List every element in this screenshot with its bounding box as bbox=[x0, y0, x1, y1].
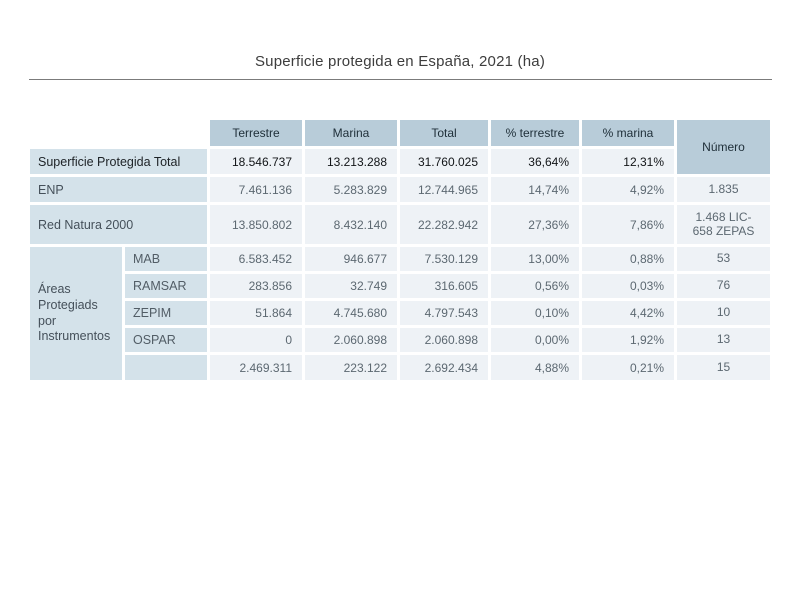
cell-total: 4.797.543 bbox=[400, 301, 488, 325]
cell-marina: 2.060.898 bbox=[305, 328, 397, 352]
column-header-marina: Marina bbox=[305, 120, 397, 146]
cell-marina: 8.432.140 bbox=[305, 205, 397, 244]
column-header-pct-terrestre: % terrestre bbox=[491, 120, 579, 146]
sub-label-ramsar: RAMSAR bbox=[125, 274, 207, 298]
column-header-pct-marina: % marina bbox=[582, 120, 674, 146]
cell-numero: 13 bbox=[677, 328, 770, 352]
column-header-numero: Número bbox=[677, 120, 770, 174]
cell-pct-terrestre: 14,74% bbox=[491, 177, 579, 202]
protected-area-table: Terrestre Marina Total % terrestre % mar… bbox=[30, 120, 770, 380]
cell-numero: 15 bbox=[677, 355, 770, 380]
cell-terrestre: 13.850.802 bbox=[210, 205, 302, 244]
column-header-total: Total bbox=[400, 120, 488, 146]
cell-pct-terrestre: 27,36% bbox=[491, 205, 579, 244]
page-title: Superficie protegida en España, 2021 (ha… bbox=[254, 53, 546, 70]
cell-total: 2.692.434 bbox=[400, 355, 488, 380]
cell-terrestre: 51.864 bbox=[210, 301, 302, 325]
cell-numero: 76 bbox=[677, 274, 770, 298]
cell-pct-terrestre: 36,64% bbox=[491, 149, 579, 174]
cell-marina: 4.745.680 bbox=[305, 301, 397, 325]
cell-pct-terrestre: 0,56% bbox=[491, 274, 579, 298]
cell-total: 316.605 bbox=[400, 274, 488, 298]
cell-numero: 1.468 LIC- 658 ZEPAS bbox=[677, 205, 770, 244]
cell-pct-marina: 0,88% bbox=[582, 247, 674, 271]
cell-marina: 946.677 bbox=[305, 247, 397, 271]
column-header-terrestre: Terrestre bbox=[210, 120, 302, 146]
cell-pct-terrestre: 0,10% bbox=[491, 301, 579, 325]
cell-total: 12.744.965 bbox=[400, 177, 488, 202]
cell-numero: 10 bbox=[677, 301, 770, 325]
sub-label-zepim: ZEPIM bbox=[125, 301, 207, 325]
cell-marina: 32.749 bbox=[305, 274, 397, 298]
cell-terrestre: 6.583.452 bbox=[210, 247, 302, 271]
cell-pct-terrestre: 4,88% bbox=[491, 355, 579, 380]
sub-label-blank bbox=[125, 355, 207, 380]
cell-pct-marina: 0,03% bbox=[582, 274, 674, 298]
cell-pct-marina: 12,31% bbox=[582, 149, 674, 174]
cell-numero: 1.835 bbox=[677, 177, 770, 202]
title-divider bbox=[29, 79, 772, 80]
cell-total: 22.282.942 bbox=[400, 205, 488, 244]
sub-label-mab: MAB bbox=[125, 247, 207, 271]
cell-total: 31.760.025 bbox=[400, 149, 488, 174]
cell-pct-marina: 1,92% bbox=[582, 328, 674, 352]
cell-pct-terrestre: 0,00% bbox=[491, 328, 579, 352]
cell-terrestre: 2.469.311 bbox=[210, 355, 302, 380]
cell-marina: 5.283.829 bbox=[305, 177, 397, 202]
cell-pct-marina: 0,21% bbox=[582, 355, 674, 380]
cell-pct-marina: 4,42% bbox=[582, 301, 674, 325]
cell-total: 7.530.129 bbox=[400, 247, 488, 271]
cell-terrestre: 18.546.737 bbox=[210, 149, 302, 174]
cell-marina: 13.213.288 bbox=[305, 149, 397, 174]
cell-terrestre: 283.856 bbox=[210, 274, 302, 298]
cell-marina: 223.122 bbox=[305, 355, 397, 380]
cell-terrestre: 0 bbox=[210, 328, 302, 352]
cell-pct-marina: 4,92% bbox=[582, 177, 674, 202]
cell-total: 2.060.898 bbox=[400, 328, 488, 352]
row-label-red-natura: Red Natura 2000 bbox=[30, 205, 207, 244]
cell-pct-terrestre: 13,00% bbox=[491, 247, 579, 271]
sub-label-ospar: OSPAR bbox=[125, 328, 207, 352]
row-label-enp: ENP bbox=[30, 177, 207, 202]
cell-terrestre: 7.461.136 bbox=[210, 177, 302, 202]
cell-numero: 53 bbox=[677, 247, 770, 271]
group-label-areas-protegidas: Áreas Protegiads por Instrumentos bbox=[30, 247, 122, 380]
row-label-superficie-total: Superficie Protegida Total bbox=[30, 149, 207, 174]
cell-pct-marina: 7,86% bbox=[582, 205, 674, 244]
